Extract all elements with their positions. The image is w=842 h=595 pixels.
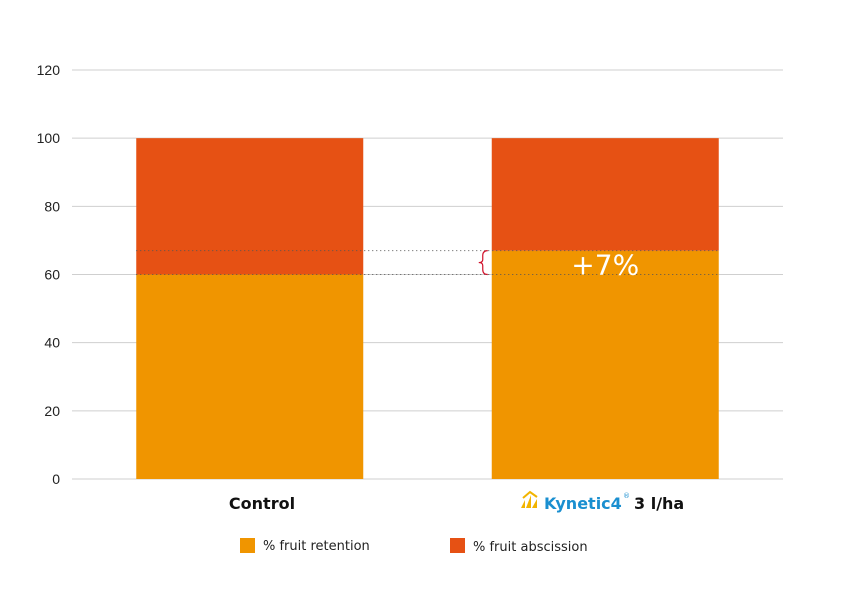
brand-registered-mark: ® — [623, 492, 630, 500]
category-label-control: Control — [229, 494, 295, 513]
y-tick-label: 0 — [52, 471, 60, 487]
y-tick-label: 100 — [37, 130, 61, 146]
bar-abscission-1 — [491, 138, 719, 251]
y-tick-label: 80 — [44, 198, 60, 214]
y-tick-label: 60 — [44, 267, 60, 283]
y-tick-label: 20 — [44, 403, 60, 419]
bar-retention-1 — [491, 250, 719, 479]
annotation: +7% — [136, 249, 719, 282]
legend-swatch-retention — [240, 538, 255, 553]
kynetic4-logo-icon — [521, 490, 538, 508]
x-axis-labels: Control Kynetic4 ® 3 l/ha — [229, 490, 684, 513]
y-axis-ticks: 0 20 40 60 80 100 120 — [37, 62, 61, 487]
legend: % fruit retention % fruit abscission — [240, 538, 588, 555]
bar-abscission-0 — [136, 138, 364, 275]
difference-brace — [478, 250, 488, 276]
difference-label: +7% — [571, 249, 639, 282]
bars — [136, 138, 719, 479]
brand-name: Kynetic4 — [544, 494, 622, 513]
legend-label-retention: % fruit retention — [263, 539, 370, 554]
legend-swatch-abscission — [450, 538, 465, 553]
y-tick-label: 120 — [37, 62, 61, 78]
bar-retention-0 — [136, 274, 364, 479]
y-tick-label: 40 — [44, 335, 60, 351]
category-label-dose: 3 l/ha — [634, 494, 684, 513]
legend-label-abscission: % fruit abscission — [473, 540, 588, 555]
category-label-kynetic4: Kynetic4 ® 3 l/ha — [521, 490, 684, 513]
